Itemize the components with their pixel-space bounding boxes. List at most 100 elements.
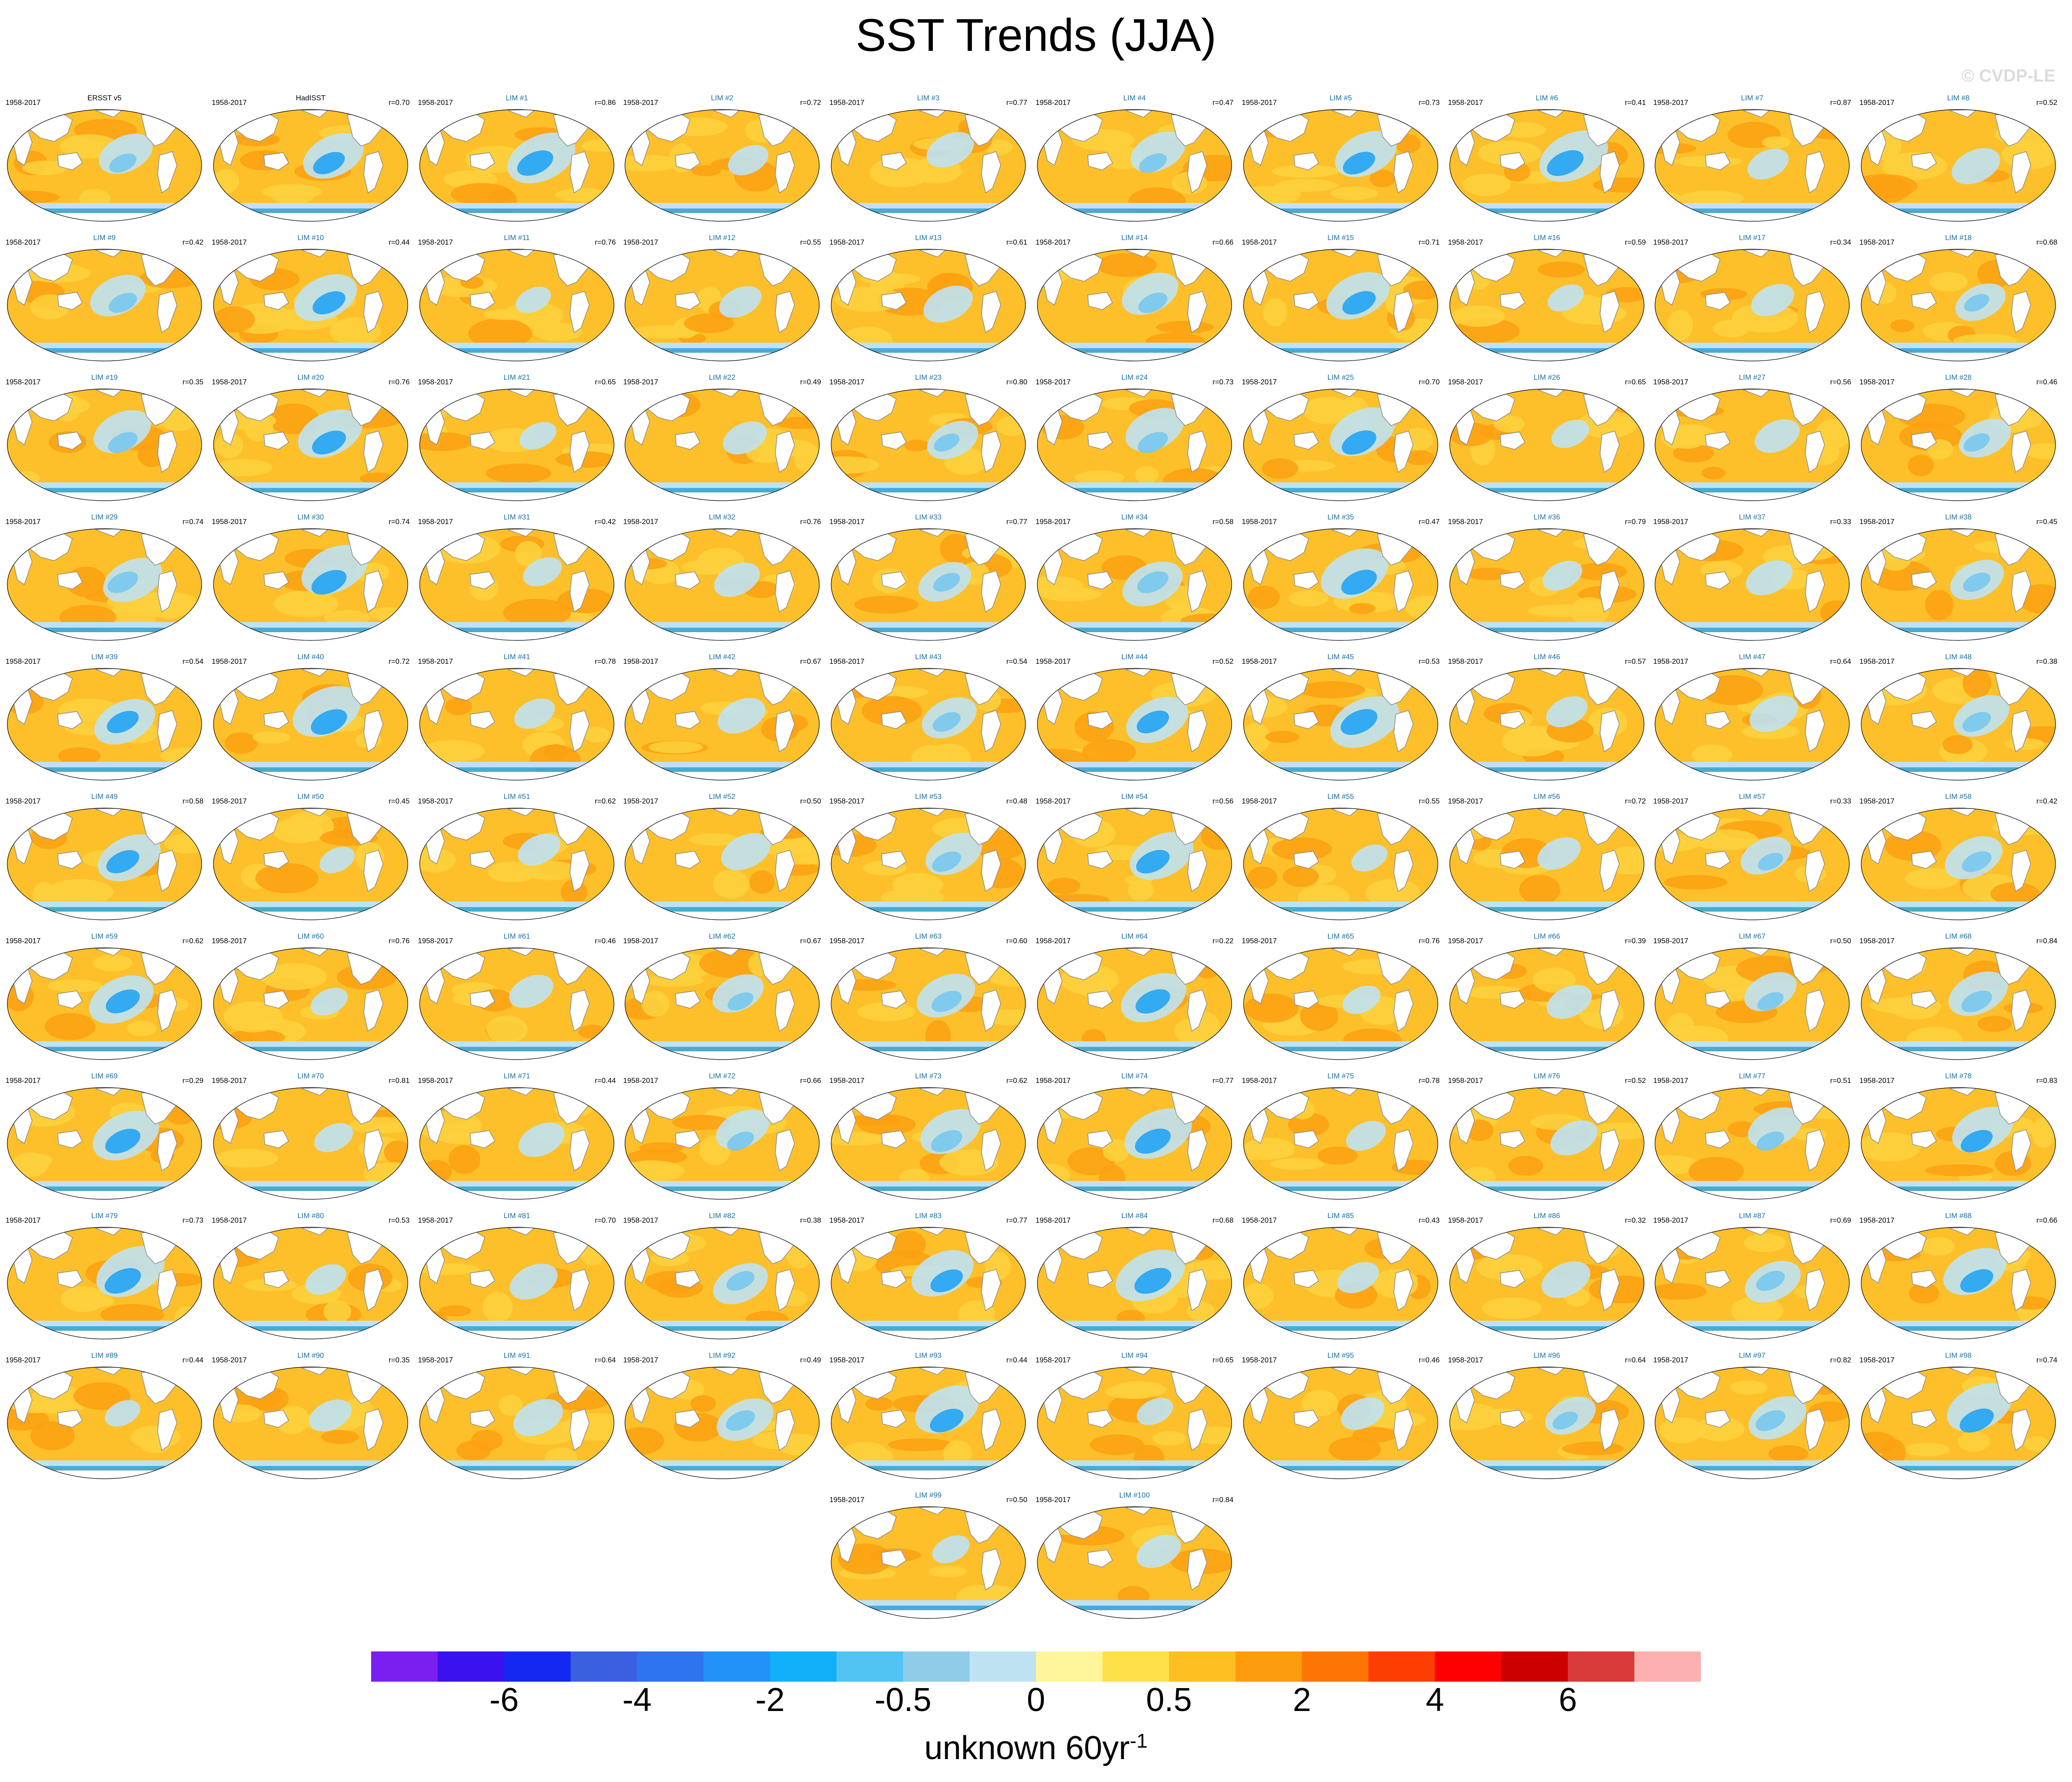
map-panel: 1958-2017 LIM #96 r=0.64: [1446, 1351, 1648, 1489]
panel-period-label: 1958-2017: [623, 1077, 658, 1085]
panel-period-label: 1958-2017: [1242, 99, 1277, 107]
global-sst-trend-map: [7, 1367, 202, 1479]
panel-period-label: 1958-2017: [1859, 937, 1895, 945]
panel-correlation-label: r=0.66: [1212, 239, 1233, 246]
global-sst-trend-map: [831, 1367, 1026, 1479]
global-sst-trend-map: [419, 1087, 614, 1200]
global-sst-trend-map: [831, 668, 1026, 781]
panel-period-label: 1958-2017: [418, 798, 453, 805]
global-sst-trend-map: [1655, 1227, 1850, 1339]
panel-correlation-label: r=0.69: [1830, 1217, 1851, 1224]
panel-period-label: 1958-2017: [829, 1077, 865, 1085]
panel-correlation-label: r=0.73: [1419, 99, 1440, 107]
panel-correlation-label: r=0.45: [389, 798, 410, 805]
panel-period-label: 1958-2017: [5, 1356, 41, 1364]
global-sst-trend-map: [625, 249, 820, 361]
panel-period-label: 1958-2017: [212, 99, 247, 107]
global-sst-trend-map: [1037, 947, 1232, 1060]
map-panel: 1958-2017 LIM #40 r=0.72: [210, 653, 411, 790]
map-panel: 1958-2017 LIM #7 r=0.87: [1651, 94, 1853, 231]
map-panel: 1958-2017 LIM #31 r=0.42: [416, 513, 618, 650]
global-sst-trend-map: [1655, 388, 1850, 501]
panel-title: LIM #65: [1327, 933, 1354, 940]
panel-correlation-label: r=0.54: [1006, 658, 1027, 666]
panel-title: LIM #42: [709, 653, 735, 661]
map-panel: 1958-2017 LIM #91 r=0.64: [416, 1351, 618, 1489]
global-sst-trend-map: [1861, 109, 2056, 222]
panel-title: LIM #5: [1329, 94, 1352, 102]
global-sst-trend-map: [831, 947, 1026, 1060]
panel-correlation-label: r=0.70: [595, 1217, 616, 1224]
colorbar-segment: [1102, 1651, 1169, 1682]
panel-title: LIM #41: [504, 653, 530, 661]
panel-title: LIM #74: [1121, 1072, 1148, 1080]
map-panel: 1958-2017 LIM #25 r=0.70: [1240, 373, 1442, 511]
panel-period-label: 1958-2017: [212, 518, 247, 526]
map-panel: 1958-2017 ERSST v5: [4, 94, 205, 231]
panel-period-label: 1958-2017: [212, 1077, 247, 1085]
panel-correlation-label: r=0.58: [1212, 518, 1233, 526]
global-sst-trend-map: [7, 947, 202, 1060]
panel-correlation-label: r=0.65: [595, 378, 616, 386]
panel-title: LIM #63: [915, 933, 942, 940]
panel-correlation-label: r=0.38: [800, 1217, 821, 1224]
panel-correlation-label: r=0.62: [182, 937, 203, 945]
map-panel: 1958-2017 LIM #43 r=0.54: [828, 653, 1029, 790]
map-panel: 1958-2017 LIM #20 r=0.76: [210, 373, 411, 511]
panel-period-label: 1958-2017: [829, 1496, 865, 1504]
map-panel: 1958-2017 LIM #94 r=0.65: [1034, 1351, 1235, 1489]
panel-title: LIM #19: [91, 374, 118, 382]
panel-period-label: 1958-2017: [1448, 937, 1483, 945]
panel-title: LIM #82: [709, 1212, 735, 1220]
map-panel: 1958-2017 LIM #83 r=0.77: [828, 1212, 1029, 1349]
panel-title: LIM #28: [1945, 374, 1972, 382]
panel-title: LIM #34: [1121, 514, 1148, 521]
panel-correlation-label: r=0.77: [1006, 518, 1027, 526]
global-sst-trend-map: [1243, 528, 1438, 641]
map-panel: 1958-2017 LIM #49 r=0.58: [4, 793, 205, 930]
panel-title: LIM #8: [1947, 94, 1970, 102]
panel-correlation-label: r=0.55: [1419, 798, 1440, 805]
panel-period-label: 1958-2017: [5, 1217, 41, 1224]
map-panel: 1958-2017 LIM #99 r=0.50: [828, 1491, 1029, 1629]
panel-correlation-label: r=0.46: [595, 937, 616, 945]
panel-correlation-label: r=0.44: [389, 239, 410, 246]
panel-title: LIM #53: [915, 793, 942, 801]
panel-correlation-label: r=0.76: [389, 378, 410, 386]
panel-period-label: 1958-2017: [623, 798, 658, 805]
colorbar-segment: [1302, 1651, 1369, 1682]
panel-title: LIM #56: [1534, 793, 1560, 801]
global-sst-trend-map: [1861, 1087, 2056, 1200]
panel-title: LIM #67: [1739, 933, 1765, 940]
units-main: unknown 60yr: [924, 1730, 1130, 1766]
global-sst-trend-map: [1243, 249, 1438, 361]
panel-title: LIM #93: [915, 1352, 942, 1360]
panel-period-label: 1958-2017: [1653, 798, 1688, 805]
map-panel: 1958-2017 LIM #68 r=0.84: [1858, 932, 2059, 1070]
map-panel: 1958-2017 LIM #81 r=0.70: [416, 1212, 618, 1349]
global-sst-trend-map: [831, 1087, 1026, 1200]
panel-title: LIM #75: [1327, 1072, 1354, 1080]
global-sst-trend-map: [625, 1087, 820, 1200]
panel-title: LIM #35: [1327, 514, 1354, 521]
panel-correlation-label: r=0.62: [1006, 1077, 1027, 1085]
global-sst-trend-map: [1449, 808, 1644, 920]
map-panel: 1958-2017 LIM #11 r=0.76: [416, 234, 618, 371]
panel-correlation-label: r=0.71: [1419, 239, 1440, 246]
panel-period-label: 1958-2017: [418, 518, 453, 526]
panel-title: LIM #72: [709, 1072, 735, 1080]
panel-correlation-label: r=0.44: [1006, 1356, 1027, 1364]
panel-title: LIM #20: [297, 374, 324, 382]
map-panel: 1958-2017 LIM #30 r=0.74: [210, 513, 411, 650]
map-panel: 1958-2017 LIM #3 r=0.77: [828, 94, 1029, 231]
map-panel: 1958-2017 LIM #23 r=0.80: [828, 373, 1029, 511]
global-sst-trend-map: [7, 668, 202, 781]
panel-title: LIM #45: [1327, 653, 1354, 661]
panel-title: LIM #11: [504, 234, 530, 242]
panel-correlation-label: r=0.61: [1006, 239, 1027, 246]
map-panel: 1958-2017 LIM #17 r=0.34: [1651, 234, 1853, 371]
panel-correlation-label: r=0.43: [1419, 1217, 1440, 1224]
panel-correlation-label: r=0.48: [1006, 798, 1027, 805]
panel-correlation-label: r=0.77: [1212, 1077, 1233, 1085]
panel-correlation-label: r=0.65: [1212, 1356, 1233, 1364]
